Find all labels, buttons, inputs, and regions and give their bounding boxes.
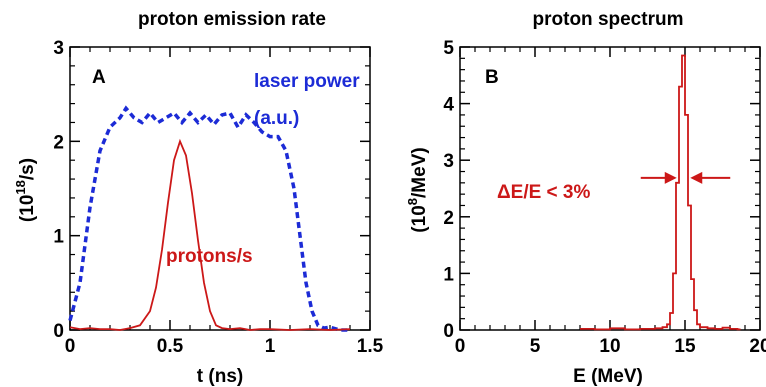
x-tick-label: 0	[455, 336, 466, 357]
y-tick-label: 3	[443, 151, 454, 172]
y-tick-label: 0	[443, 321, 454, 342]
panel-a-plot-frame	[69, 46, 371, 331]
panel-a-title: proton emission rate	[138, 9, 326, 30]
x-tick-label: 1.5	[357, 336, 384, 357]
x-tick-label: 0	[65, 336, 76, 357]
y-tick-label: 3	[53, 38, 64, 59]
panel-b-y-axis-label-unit: /MeV)	[409, 147, 430, 198]
panel-b-y-tick-labels: 0 1 2 3 4 5	[443, 38, 454, 342]
y-tick-label: 2	[53, 132, 64, 153]
protons-annotation: protons/s	[166, 246, 253, 267]
laser-power-series	[68, 105, 350, 332]
x-tick-label: 10	[599, 336, 620, 357]
left-arrow-head	[664, 171, 677, 184]
right-arrow-head	[690, 171, 703, 184]
y-tick-label: 1	[53, 227, 64, 248]
panel-b-y-axis-label-base: (10	[409, 205, 430, 232]
laser-power-annotation: laser power	[254, 71, 360, 92]
x-tick-label: 1	[265, 336, 276, 357]
laser-power-units-annotation: (a.u.)	[254, 108, 299, 129]
y-tick-label: 1	[443, 264, 454, 285]
protons-rate-series	[69, 138, 351, 331]
x-tick-label: 0.5	[157, 336, 184, 357]
y-tick-label: 4	[443, 95, 454, 116]
panel-a-y-axis-label-exponent: 18	[13, 180, 28, 194]
panel-a-y-axis-label-unit: /s)	[17, 158, 38, 180]
panel-a-y-axis-label: (1018/s)	[13, 158, 38, 222]
y-tick-label: 2	[443, 208, 454, 229]
panel-a-y-axis-label-base: (10	[17, 195, 38, 222]
panel-b-x-axis-label: E (MeV)	[573, 366, 643, 387]
panel-b-x-tick-labels: 0 5 10 15 20	[455, 336, 766, 357]
panel-a-y-tick-labels: 0 1 2 3	[53, 38, 64, 342]
panel-b-y-axis-label-exponent: 8	[405, 198, 420, 205]
panel-b-y-axis-label: (108/MeV)	[405, 147, 430, 232]
y-tick-label: 5	[443, 38, 454, 59]
panel-b-title: proton spectrum	[533, 9, 684, 30]
panel-a-x-axis-label: t (ns)	[197, 366, 243, 387]
y-tick-label: 0	[53, 321, 64, 342]
x-tick-label: 15	[674, 336, 696, 357]
x-tick-label: 20	[749, 336, 766, 357]
x-tick-label: 5	[530, 336, 541, 357]
proton-spectrum-series	[580, 54, 741, 331]
resolution-arrows	[640, 171, 731, 184]
panel-b-label: B	[485, 67, 499, 88]
resolution-annotation: ΔE/E < 3%	[497, 182, 591, 203]
panel-a-label: A	[92, 67, 106, 88]
panel-a-chart: proton emission rate 0 0.5 1 1.5 0 1 2 3 t (ns…	[13, 9, 384, 387]
panel-a-x-tick-labels: 0 0.5 1 1.5	[65, 336, 384, 357]
